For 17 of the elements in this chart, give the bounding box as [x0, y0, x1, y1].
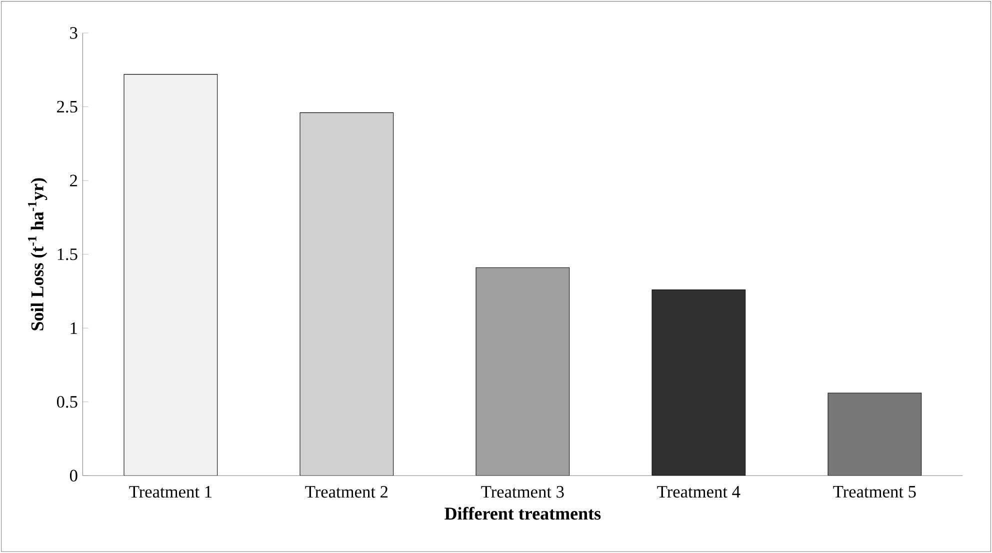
x-tick-label: Treatment 5	[833, 486, 916, 498]
y-tick-label: 1	[70, 322, 77, 334]
x-tick-label: Treatment 1	[129, 486, 212, 498]
y-tick-label: 1.5	[58, 248, 78, 260]
bar	[828, 392, 922, 476]
x-tick-label: Treatment 2	[305, 486, 388, 498]
y-tick-label: 2.5	[57, 100, 78, 113]
bar	[476, 267, 570, 476]
y-axis-title: Soil Loss (t$^{-1}$ ha$^{-1}$yr)	[28, 178, 48, 330]
y-tick-label: 3	[70, 27, 78, 39]
y-tick-label: 0	[70, 470, 78, 482]
x-axis-title: Different treatments	[444, 506, 601, 520]
y-tick-label: 2	[70, 174, 78, 186]
x-tick-label: Treatment 3	[481, 486, 564, 498]
y-tick-label: 0.5	[56, 396, 78, 408]
x-tick-label: Treatment 4	[657, 486, 740, 498]
bar	[124, 74, 218, 476]
